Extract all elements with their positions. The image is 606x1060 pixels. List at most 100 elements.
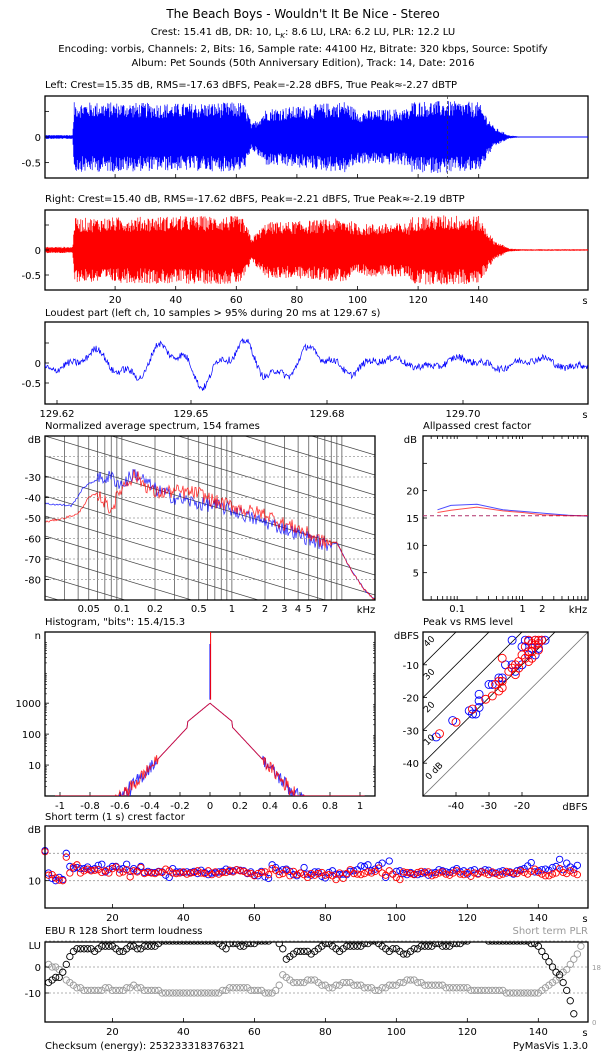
short-crest-point-right xyxy=(403,868,411,877)
histogram-ylabel: n xyxy=(35,631,41,642)
ebu-plr-point xyxy=(254,986,262,995)
histogram-xtick-label: -0.6 xyxy=(110,801,130,812)
short-crest-point-right xyxy=(162,865,170,873)
short-crest-point-left xyxy=(385,857,393,865)
ebu-plr-point xyxy=(445,984,454,992)
ebu-plr-point xyxy=(364,984,372,992)
short-crest-point-right xyxy=(165,867,173,875)
allpass-ytick-label: 5 xyxy=(413,569,419,580)
ebu-plr-point xyxy=(165,989,173,997)
short-crest-point-right xyxy=(339,874,347,883)
ebu-loudness-point xyxy=(140,942,149,950)
left-waveform-title: Left: Crest=15.35 dB, RMS=-17.63 dBFS, P… xyxy=(45,80,458,91)
peak-rms-ylabel: dBFS xyxy=(394,631,419,642)
ebu-loudness-point xyxy=(506,942,514,945)
ebu-loudness-point xyxy=(559,978,567,987)
ebu-loudness-point xyxy=(293,947,301,956)
short-crest-point-right xyxy=(176,869,184,877)
short-crest-point-right xyxy=(538,870,546,878)
short-crest-point-right xyxy=(559,868,567,877)
short-crest-point-right xyxy=(215,870,223,878)
ebu-plr-point xyxy=(179,989,188,997)
peak-rms-point-left xyxy=(497,673,507,683)
short-crest-point-left xyxy=(367,867,376,875)
ebu-plr-point xyxy=(339,978,347,987)
ebu-right-ytick-label: 18 xyxy=(592,964,601,972)
histogram-xtick-label: 0 xyxy=(207,801,213,812)
ebu-plr-point xyxy=(204,989,212,997)
ebu-loudness-point xyxy=(502,942,510,945)
ebu-group xyxy=(45,942,585,1018)
peak-rms-ytick-label: -10 xyxy=(403,661,419,672)
ebu-plr-point xyxy=(325,984,333,992)
short-crest-point-right xyxy=(293,871,301,879)
short-crest-point-left xyxy=(332,870,340,878)
short-crest-point-right xyxy=(282,866,290,874)
short-crest-point-right xyxy=(367,869,376,877)
ebu-plr-point xyxy=(240,984,248,992)
peak-rms-diag-line xyxy=(423,632,556,764)
short-crest-point-right xyxy=(396,875,404,884)
ebu-plr-point xyxy=(527,989,535,997)
ebu-loudness-point xyxy=(225,942,234,948)
short-crest-point-left xyxy=(527,858,535,867)
short-crest-point-left xyxy=(513,867,521,875)
ebu-plr-point xyxy=(492,986,500,995)
histogram-line-right xyxy=(55,702,365,796)
short-crest-point-right xyxy=(495,871,503,879)
short-crest-group xyxy=(41,846,582,885)
ebu-plr-point xyxy=(516,989,525,997)
ebu-loudness-point xyxy=(147,942,156,950)
short-crest-point-right xyxy=(243,869,251,877)
peak-rms-point-right xyxy=(537,635,547,645)
short-crest-point-right xyxy=(236,867,244,875)
allpass-ytick-label: 10 xyxy=(406,541,419,552)
ebu-loudness-point xyxy=(62,960,70,969)
spectrum-slope-line xyxy=(45,336,375,435)
short-crest-point-left xyxy=(183,868,191,876)
allpass-ytick-label: 15 xyxy=(406,514,419,525)
short-crest-point-right xyxy=(119,868,127,876)
ebu-plr-point xyxy=(467,986,475,995)
ebu-loudness-point xyxy=(76,945,85,953)
ebu-plr-point xyxy=(566,960,574,969)
short-crest-point-right xyxy=(392,873,401,882)
peak-rms-xlabel: dBFS xyxy=(562,802,587,813)
peak-rms-point-right xyxy=(468,704,477,714)
short-crest-xtick-label: 20 xyxy=(106,913,119,924)
ebu-plr-point xyxy=(428,981,436,989)
ebu-loudness-point xyxy=(527,942,535,948)
ebu-ytick-label: 0 xyxy=(35,963,41,974)
ebu-plr-point xyxy=(80,986,88,995)
spectrum-slope-line xyxy=(45,575,127,600)
short-crest-point-left xyxy=(357,862,365,870)
ebu-ylabel: LU xyxy=(29,941,41,952)
spectrum-xtick-label: 5 xyxy=(306,604,312,615)
ebu-loudness-point xyxy=(98,942,106,950)
histogram-xtick-label: -1 xyxy=(55,801,65,812)
spectrum-ytick-label: -30 xyxy=(25,473,41,484)
spectrum-ytick-label: -50 xyxy=(25,514,41,525)
loudest-xtick-label: 129.68 xyxy=(310,409,345,420)
peak-rms-point-left xyxy=(468,709,477,719)
spectrum-xtick-label: 0.5 xyxy=(191,604,207,615)
short-crest-point-left xyxy=(300,863,308,872)
short-crest-point-right xyxy=(186,869,195,877)
short-crest-point-right xyxy=(417,867,425,876)
short-crest-point-right xyxy=(570,869,578,877)
short-crest-point-right xyxy=(69,863,78,871)
ebu-loudness-point xyxy=(66,952,74,961)
short-crest-xtick-label: 140 xyxy=(529,913,548,924)
peak-rms-axes xyxy=(422,631,589,797)
short-crest-point-left xyxy=(204,871,212,879)
short-crest-point-right xyxy=(122,866,131,874)
short-crest-point-right xyxy=(445,871,454,879)
ebu-loudness-point xyxy=(275,942,283,948)
ebu-loudness-point xyxy=(236,942,244,950)
ebu-plr-point xyxy=(350,981,358,989)
ebu-plr-point xyxy=(378,984,386,992)
ebu-loudness-point xyxy=(257,942,266,945)
ebu-plr-point xyxy=(264,989,273,997)
ebu-plr-point xyxy=(371,986,379,995)
short-crest-point-right xyxy=(477,868,486,876)
